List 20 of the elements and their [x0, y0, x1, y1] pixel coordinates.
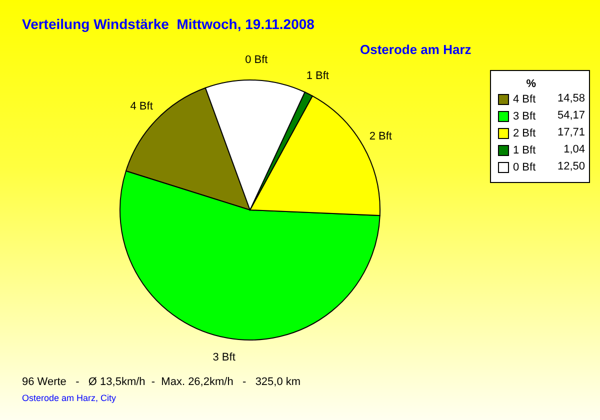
data-label: 17,71	[557, 126, 585, 139]
slice-label: 0 Bft	[245, 54, 268, 66]
legend-label: 3 Bft	[513, 110, 536, 122]
chart-title: Verteilung Windstärke Mittwoch, 19.11.2008	[22, 16, 314, 32]
chart-subtitle: Osterode am Harz	[360, 42, 472, 57]
legend-label: 1 Bft	[513, 144, 536, 156]
data-label: 12,50	[557, 160, 585, 172]
slice-label: 4 Bft	[130, 100, 153, 112]
legend-label: 4 Bft	[513, 94, 536, 106]
text: 96 Werte - Ø 13,5km/h - Max. 26,2km/h - 325,0 km	[22, 376, 301, 388]
text: Osterode am Harz, City	[22, 393, 116, 403]
data-label: 1,04	[564, 144, 585, 156]
data-label: 54,17	[557, 110, 585, 122]
data-label: 14,58	[557, 92, 585, 105]
slice-label: 2 Bft	[369, 130, 392, 142]
legend-label: 2 Bft	[513, 128, 536, 140]
legend-label: 0 Bft	[513, 162, 536, 174]
slice-label: 3 Bft	[212, 352, 236, 364]
legend-title: %	[526, 78, 536, 90]
slice-label: 1 Bft	[306, 70, 329, 82]
